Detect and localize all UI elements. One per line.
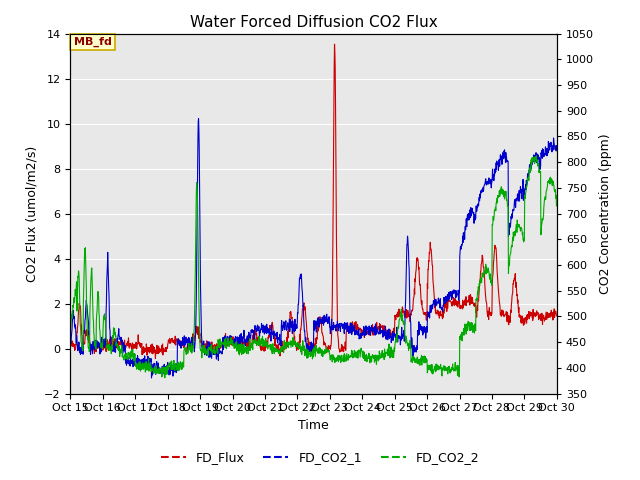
Title: Water Forced Diffusion CO2 Flux: Water Forced Diffusion CO2 Flux <box>189 15 438 30</box>
FD_Flux <box>67 341 74 347</box>
FD_CO2_1 <box>553 145 561 151</box>
FD_CO2_1 <box>195 116 202 121</box>
FD_CO2_2 <box>104 346 112 351</box>
FD_CO2_1 <box>124 354 132 360</box>
X-axis label: Time: Time <box>298 419 329 432</box>
FD_CO2_2 <box>161 375 169 381</box>
FD_CO2_1 <box>292 322 300 327</box>
Line: FD_Flux: FD_Flux <box>70 44 557 359</box>
FD_CO2_1 <box>148 375 156 381</box>
Line: FD_CO2_2: FD_CO2_2 <box>70 156 557 378</box>
FD_CO2_2 <box>67 328 74 334</box>
FD_CO2_2 <box>553 203 561 208</box>
FD_CO2_1 <box>284 322 291 327</box>
FD_CO2_2 <box>532 153 540 159</box>
FD_Flux <box>104 344 112 349</box>
FD_CO2_1 <box>104 263 112 268</box>
FD_Flux <box>273 345 281 350</box>
FD_Flux <box>344 328 351 334</box>
FD_CO2_1 <box>344 323 351 329</box>
FD_Flux <box>124 338 132 344</box>
FD_CO2_2 <box>124 354 132 360</box>
FD_Flux <box>292 344 300 349</box>
FD_CO2_2 <box>273 347 281 352</box>
Text: MB_fd: MB_fd <box>74 37 111 47</box>
FD_CO2_1 <box>273 339 281 345</box>
FD_CO2_2 <box>284 343 291 348</box>
FD_Flux <box>284 344 291 350</box>
FD_Flux <box>152 356 159 361</box>
FD_CO2_2 <box>344 355 351 360</box>
Legend: FD_Flux, FD_CO2_1, FD_CO2_2: FD_Flux, FD_CO2_1, FD_CO2_2 <box>156 446 484 469</box>
FD_Flux <box>331 41 339 47</box>
FD_CO2_2 <box>292 343 300 349</box>
FD_Flux <box>553 313 561 319</box>
Y-axis label: CO2 Concentration (ppm): CO2 Concentration (ppm) <box>600 133 612 294</box>
FD_CO2_1 <box>67 338 74 344</box>
Y-axis label: CO2 Flux (umol/m2/s): CO2 Flux (umol/m2/s) <box>26 145 38 282</box>
Line: FD_CO2_1: FD_CO2_1 <box>70 119 557 378</box>
